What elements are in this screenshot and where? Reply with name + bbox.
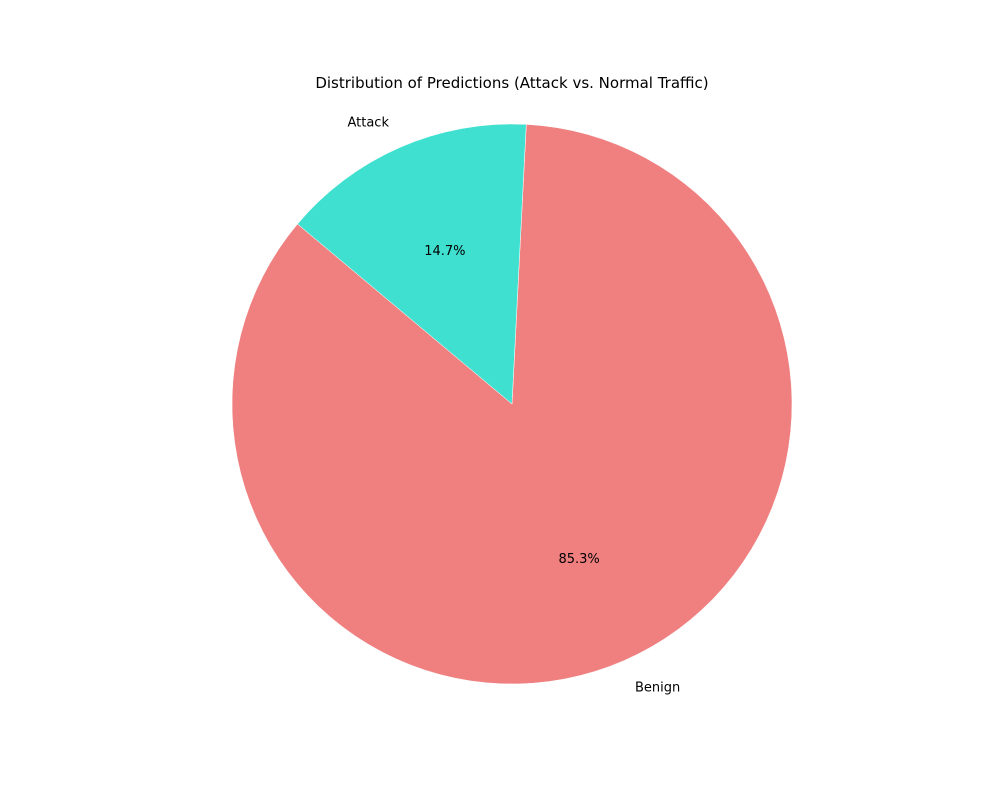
pie-group: Benign 85.3% Attack 14.7% xyxy=(231,116,793,695)
slice-label-attack: Attack xyxy=(347,116,389,131)
slice-percent-attack: 14.7% xyxy=(424,244,465,259)
chart-title: Distribution of Predictions (Attack vs. … xyxy=(315,74,708,92)
slice-label-benign: Benign xyxy=(635,680,680,695)
slice-percent-benign: 85.3% xyxy=(558,552,599,567)
pie-slice-attack xyxy=(297,123,527,405)
